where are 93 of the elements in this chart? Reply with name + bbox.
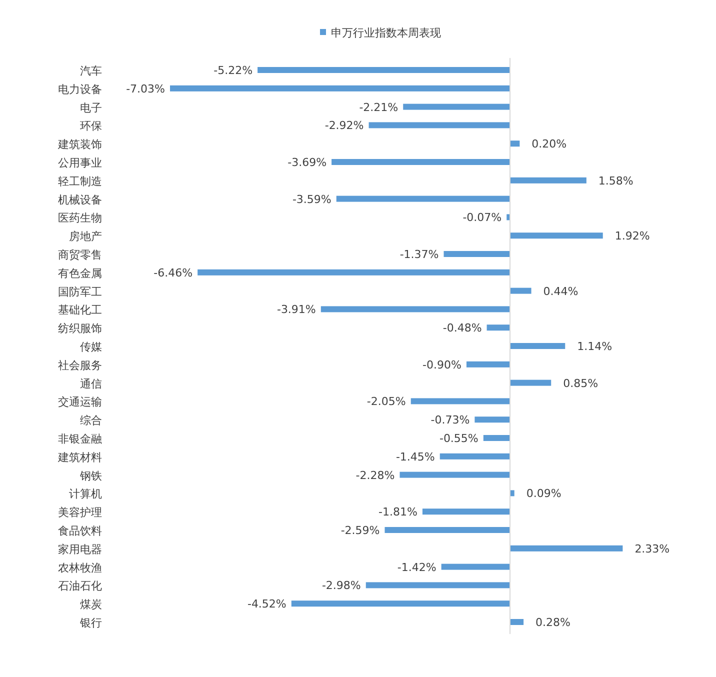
y-tick-label: 房地产 (69, 230, 102, 244)
bar (510, 177, 586, 184)
bar (510, 619, 524, 625)
data-label: -2.98% (322, 579, 361, 592)
y-tick-label: 食品饮料 (58, 524, 102, 538)
y-tick-label: 纺织服饰 (58, 322, 102, 336)
bar (403, 104, 510, 110)
bar (510, 288, 532, 294)
bar (320, 306, 510, 312)
bar (440, 453, 510, 460)
data-label: 0.28% (536, 616, 570, 629)
y-tick-label: 石油石化 (58, 580, 102, 593)
y-tick-label: 基础化工 (58, 304, 102, 317)
data-label: 0.20% (532, 138, 567, 151)
y-tick-label: 国防军工 (58, 285, 102, 298)
bar (170, 85, 510, 92)
bar (510, 140, 520, 147)
data-label: -2.21% (359, 100, 398, 114)
y-tick-label: 环保 (80, 120, 102, 133)
bar (422, 508, 510, 515)
bar (510, 545, 623, 552)
data-label: -3.69% (288, 156, 327, 169)
bar (384, 527, 510, 533)
bar (336, 196, 510, 202)
data-label: 0.85% (563, 376, 598, 390)
bar (510, 490, 514, 496)
data-label: -0.90% (422, 358, 462, 372)
y-tick-label: 煤炭 (80, 598, 102, 612)
y-tick-label: 汽车 (80, 64, 102, 78)
y-tick-label: 电力设备 (58, 82, 102, 96)
data-label: -7.03% (126, 82, 165, 96)
data-label: -1.45% (396, 450, 435, 464)
y-tick-label: 交通运输 (58, 396, 102, 409)
bar (474, 416, 510, 423)
y-tick-label: 家用电器 (58, 542, 102, 556)
bar (444, 251, 510, 257)
data-label: -1.37% (400, 248, 439, 261)
y-tick-label: 轻工制造 (58, 174, 102, 188)
y-tick-label: 建筑材料 (57, 450, 102, 464)
data-label: -3.59% (292, 192, 332, 206)
data-label: -3.91% (276, 303, 316, 316)
bar (466, 361, 510, 368)
data-label: -4.52% (247, 598, 286, 611)
data-label: 0.09% (526, 487, 562, 500)
y-tick-label: 农林牧渔 (58, 561, 102, 574)
data-label: -2.05% (366, 395, 406, 408)
bar (410, 398, 510, 404)
data-label: -0.55% (439, 432, 478, 445)
data-label: -1.42% (397, 560, 436, 574)
bar (510, 343, 566, 349)
bar (483, 435, 510, 441)
bar (291, 600, 510, 607)
data-label: 2.33% (634, 542, 670, 556)
data-label: 1.14% (577, 340, 612, 353)
bar (198, 269, 510, 276)
data-label: 0.44% (543, 284, 578, 298)
data-label: 1.92% (614, 230, 650, 243)
bar (441, 564, 510, 570)
bar (332, 159, 510, 165)
data-label: -6.46% (154, 266, 193, 280)
bar (368, 122, 510, 128)
y-tick-label: 建筑装饰 (57, 138, 102, 152)
y-tick-label: 通信 (80, 377, 102, 390)
y-tick-label: 非银金融 (58, 432, 102, 446)
y-tick-label: 商贸零售 (58, 248, 102, 262)
y-tick-label: 机械设备 (58, 193, 102, 206)
data-label: -0.73% (430, 414, 470, 427)
bar (366, 582, 510, 588)
y-tick-label: 综合 (80, 414, 102, 428)
data-label: -5.22% (214, 64, 253, 77)
legend: 申万行业指数本周表现 (320, 26, 441, 40)
y-tick-label: 钢铁 (79, 469, 102, 482)
y-tick-label: 传媒 (80, 340, 102, 354)
data-label: -2.92% (324, 119, 364, 132)
bar (510, 380, 552, 386)
y-tick-label: 社会服务 (58, 358, 102, 372)
data-label: -2.28% (356, 468, 395, 482)
bar (486, 324, 510, 331)
bar (258, 67, 510, 73)
data-label: 1.58% (598, 174, 634, 188)
bar (400, 472, 510, 478)
y-tick-label: 有色金属 (58, 266, 102, 280)
data-label: -0.07% (462, 211, 502, 224)
y-tick-label: 医药生物 (58, 212, 102, 225)
y-tick-label: 银行 (79, 616, 102, 630)
y-tick-label: 电子 (80, 101, 102, 114)
data-label: -1.81% (378, 506, 418, 519)
y-tick-label: 公用事业 (58, 156, 102, 170)
y-tick-label: 美容护理 (58, 506, 102, 520)
data-label: -2.59% (340, 524, 380, 537)
y-tick-label: 计算机 (69, 488, 102, 501)
data-label: -0.48% (442, 322, 482, 335)
bar (510, 232, 603, 239)
